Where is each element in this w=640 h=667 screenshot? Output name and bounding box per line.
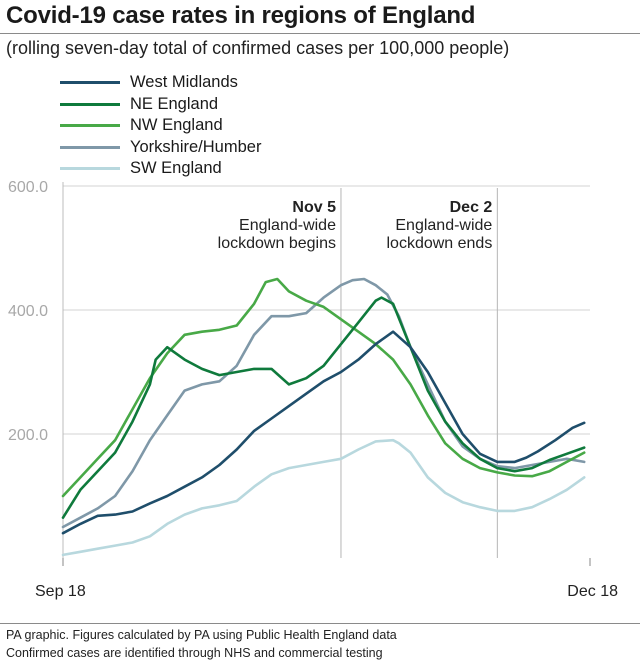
footer-divider <box>0 623 640 624</box>
y-tick-label-200: 200.0 <box>8 427 48 444</box>
legend-swatch-nw-england <box>60 124 120 128</box>
annotation-line2-1: lockdown ends <box>386 235 492 252</box>
legend-label-west-midlands: West Midlands <box>130 73 238 92</box>
legend-swatch-sw-england <box>60 167 120 171</box>
legend-item-sw-england: SW England <box>60 158 261 180</box>
legend-swatch-yorkshire-humber <box>60 145 120 149</box>
legend: West Midlands NE England NW England York… <box>60 72 261 180</box>
legend-item-west-midlands: West Midlands <box>60 72 261 94</box>
x-tick-label-1: Dec 18 <box>567 583 618 600</box>
series-line-ne-england <box>61 296 586 520</box>
annotation-date-1: Dec 2 <box>450 199 493 216</box>
legend-label-nw-england: NW England <box>130 116 223 135</box>
chart-title: Covid-19 case rates in regions of Englan… <box>6 2 476 29</box>
legend-label-yorkshire-humber: Yorkshire/Humber <box>130 137 262 156</box>
series-line-west-midlands <box>61 330 586 535</box>
legend-label-ne-england: NE England <box>130 94 219 113</box>
chart-subtitle: (rolling seven-day total of confirmed ca… <box>6 38 510 58</box>
legend-item-nw-england: NW England <box>60 115 261 137</box>
legend-swatch-ne-england <box>60 102 120 106</box>
y-tick-label-400: 400.0 <box>8 303 48 320</box>
legend-item-ne-england: NE England <box>60 94 261 116</box>
y-tick-label-600: 600.0 <box>8 179 48 196</box>
title-divider <box>0 33 640 34</box>
x-tick-label-0: Sep 18 <box>35 583 86 600</box>
footnote-source: PA graphic. Figures calculated by PA usi… <box>6 628 397 642</box>
annotation-line1-0: England-wide <box>239 217 336 234</box>
annotation-line1-1: England-wide <box>395 217 492 234</box>
legend-swatch-west-midlands <box>60 81 120 85</box>
footnote-testing: Confirmed cases are identified through N… <box>6 646 383 660</box>
series-line-nw-england <box>61 277 586 498</box>
legend-item-yorkshire-humber: Yorkshire/Humber <box>60 137 261 159</box>
annotation-date-0: Nov 5 <box>292 199 336 216</box>
annotation-line2-0: lockdown begins <box>218 235 336 252</box>
legend-label-sw-england: SW England <box>130 159 222 178</box>
series-line-sw-england <box>61 438 586 557</box>
